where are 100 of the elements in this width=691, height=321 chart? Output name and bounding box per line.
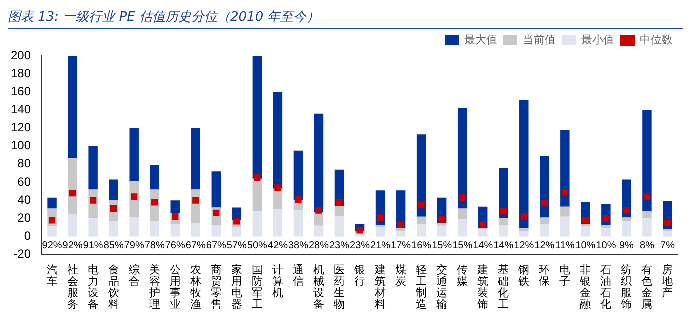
x-tick-label: 建筑装饰 [476,263,489,312]
x-tick-label: 综合 [128,263,140,288]
bar [396,231,406,237]
annotation: 85% [104,240,124,252]
legend-label: 最小值 [582,33,614,46]
bar [642,218,652,237]
x-tick-label: 轻工制造 [416,263,428,312]
x-tick-label: 石油石化 [600,263,612,312]
x-tick-label: 美容护理 [148,263,160,312]
annotation: 50% [247,240,268,252]
point [131,194,138,200]
annotation: 67% [206,240,227,252]
bar [252,56,262,179]
legend-label: 中位数 [640,33,673,46]
bar [622,218,632,222]
bar [314,226,324,237]
point [644,194,651,200]
legend-label: 当前值 [523,33,556,46]
annotation: 15% [432,240,452,252]
point [520,214,528,220]
bar [602,224,611,229]
point [274,184,282,192]
bar [294,210,304,237]
bar [212,224,222,237]
bar [68,56,78,158]
bar [540,156,550,218]
x-tick-label: 社会服务 [67,263,78,312]
x-tick-label: 电力设备 [88,263,99,312]
y-tick-label: 160 [10,84,32,98]
bar [314,114,324,212]
y-tick-label: 120 [10,120,32,135]
x-tick-label: 银行 [354,263,366,288]
x-tick-label: 商贸零售 [210,263,222,312]
bar [458,108,468,209]
bar [130,218,139,237]
point [541,200,548,207]
bar [68,214,78,237]
annotation: 21% [370,240,391,252]
bar [458,208,468,220]
x-tick-label: 电子 [560,263,571,288]
point [562,189,568,196]
x-tick-label: 国防军工 [252,263,263,312]
bar [560,216,570,237]
bar [560,206,570,217]
x-tick-label: 煤炭 [396,263,407,288]
bar [520,100,529,229]
point [192,197,200,204]
point [377,214,384,222]
bar [48,226,57,237]
point [356,227,364,234]
x-tick-label: 纺织服饰 [620,263,632,312]
bar [416,216,426,224]
point [69,190,76,197]
bar [109,180,118,201]
bar [478,230,488,237]
annotation: 23% [350,240,370,252]
y-tick-label: 0 [24,229,32,244]
x-tick-label: 机械设备 [313,263,324,312]
x-tick-label: 有色金属 [642,263,653,312]
y-tick-label: 80 [18,156,32,171]
annotation: 10% [596,240,616,252]
annotation: 92% [62,240,83,252]
point [336,199,343,206]
bar [376,224,386,228]
bar [232,228,242,237]
bar [48,198,57,209]
point [295,196,302,204]
annotation: 9% [619,240,634,252]
annotation: 42% [268,240,288,252]
x-tick-label: 计算机 [272,263,284,300]
annotation: 14% [494,240,514,252]
x-tick-label: 医药生物 [334,263,345,312]
annotation: 7% [660,240,676,252]
annotation: 17% [391,240,412,252]
x-tick-label: 交通运输 [436,263,448,312]
annotation: 28% [308,240,330,252]
bar [109,221,118,237]
y-tick-label: -20 [14,247,32,262]
bar [212,172,222,208]
x-tick-label: 食品饮料 [107,263,120,312]
annotation: 23% [329,240,350,252]
annotation: 12% [514,240,534,252]
x-tick-label: 环保 [539,263,550,288]
point [664,220,672,226]
annotation: 78% [144,240,165,252]
y-tick-label: 100 [10,138,32,153]
bar [499,224,508,237]
x-tick-label: 房地产 [661,263,674,300]
point [582,217,590,224]
annotation: 38% [288,240,309,252]
annotation: 92% [42,240,62,252]
point [438,216,446,223]
bar [499,168,508,219]
y-tick-label: 140 [10,102,32,117]
bar [458,220,468,237]
bar [130,128,139,182]
x-tick-label: 建筑材料 [374,263,386,312]
bar [170,224,180,237]
bar [581,226,590,237]
annotation: 67% [186,240,206,252]
